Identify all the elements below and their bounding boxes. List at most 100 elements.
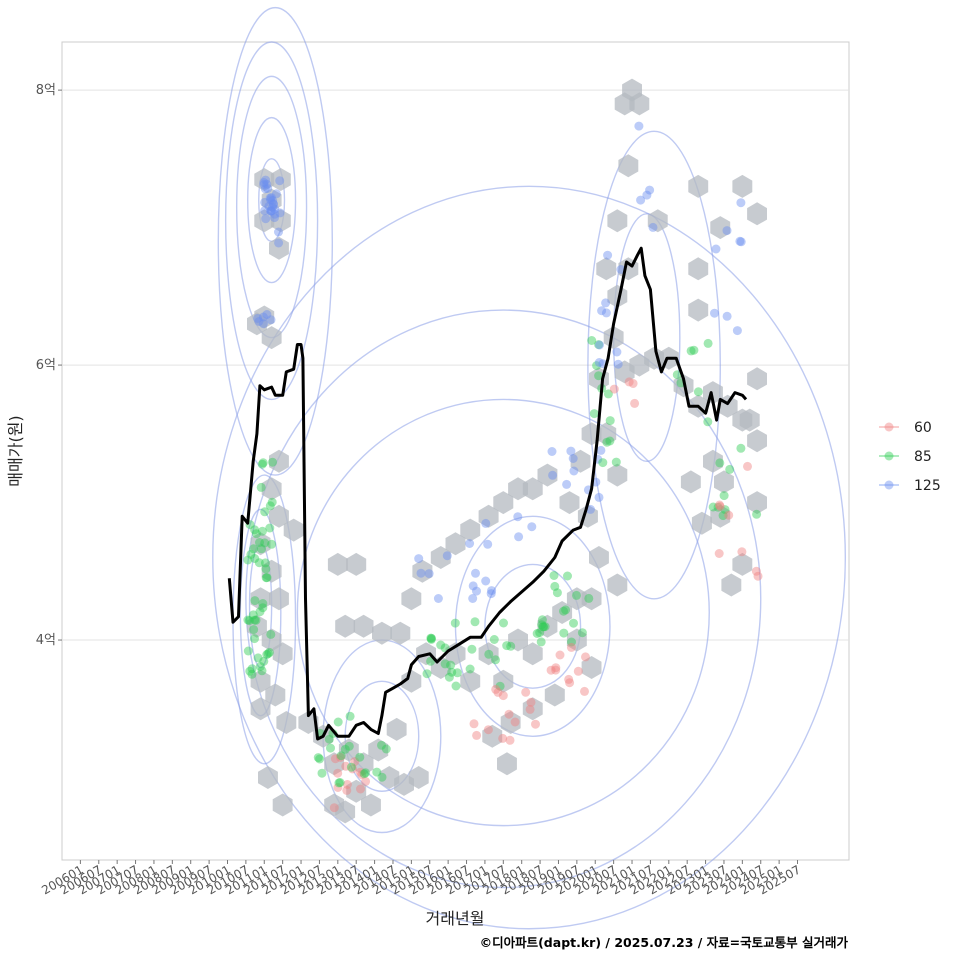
scatter-point	[442, 551, 452, 561]
scatter-point	[255, 662, 265, 671]
scatter-point	[736, 443, 746, 453]
scatter-point	[472, 730, 482, 740]
hexbin-cell	[254, 168, 275, 191]
hexbin-cell	[353, 752, 374, 776]
hexbin-cell	[269, 504, 289, 528]
scatter-point	[261, 573, 271, 583]
scatter-point	[414, 554, 424, 564]
scatter-point	[259, 178, 269, 187]
hexbin-cell	[710, 216, 731, 240]
hexbin-cell	[703, 381, 723, 405]
hexbin-cell	[335, 614, 356, 638]
scatter-point	[253, 653, 263, 663]
hexbin-cell	[386, 717, 407, 741]
scatter-point	[317, 768, 327, 778]
hexbin-cell	[680, 470, 701, 494]
scatter-point	[342, 785, 352, 795]
scatter-point	[483, 539, 493, 549]
scatter-point	[270, 213, 279, 223]
y-tick-label: 6억	[36, 358, 56, 373]
hexbin-cell	[353, 614, 374, 638]
scatter-point	[271, 189, 281, 199]
scatter-point	[735, 236, 745, 246]
scatter-point	[248, 610, 258, 620]
scatter-point	[260, 507, 270, 517]
scatter-point	[244, 616, 254, 626]
hexbin-cell	[361, 793, 381, 817]
scatter-point	[589, 409, 599, 419]
hexbin-cell	[508, 628, 528, 652]
hexbin-cell	[460, 669, 481, 693]
scatter-point	[249, 625, 259, 635]
scatter-point	[605, 436, 615, 446]
hexbin-cell	[346, 779, 367, 803]
scatter-point	[422, 669, 432, 679]
scatter-point	[255, 538, 264, 547]
scatter-point	[587, 336, 597, 345]
scatter-point	[648, 222, 658, 232]
scatter-point	[261, 564, 271, 574]
scatter-point	[275, 208, 285, 218]
scatter-point	[594, 340, 604, 350]
scatter-point	[594, 371, 604, 381]
scatter-point	[743, 461, 752, 471]
hexbin-cell	[537, 614, 558, 638]
density-contour	[247, 116, 297, 284]
y-axis-title: 매매가(원)	[6, 415, 25, 486]
hexbin-cell	[338, 738, 359, 762]
scatter-point	[315, 754, 325, 764]
scatter-point	[447, 667, 457, 677]
scatter-point	[568, 454, 578, 463]
scatter-point	[481, 576, 491, 586]
scatter-point	[634, 121, 644, 131]
scatter-point	[550, 581, 560, 591]
hexbin-cell	[688, 298, 709, 322]
scatter-point	[725, 464, 735, 474]
legend-key-point	[884, 480, 894, 490]
hexbin-cell	[570, 449, 591, 473]
scatter-point	[440, 659, 450, 669]
scatter-point	[313, 753, 323, 763]
scatter-point	[484, 649, 494, 659]
scatter-point	[613, 359, 623, 369]
scatter-point	[257, 459, 267, 469]
scatter-point	[580, 686, 589, 696]
scatter-point	[264, 201, 274, 211]
scatter-point	[266, 315, 276, 325]
hexbin-cell	[589, 546, 609, 569]
scatter-point	[737, 547, 747, 557]
scatter-point	[569, 466, 579, 476]
scatter-point	[595, 340, 604, 350]
scatter-point	[446, 660, 456, 670]
scatter-point	[531, 719, 540, 729]
scatter-point	[258, 599, 268, 608]
legend-key-point	[884, 422, 894, 432]
hexbin-cell	[747, 429, 767, 453]
scatter-point	[259, 180, 269, 189]
scatter-point	[357, 770, 367, 780]
scatter-point	[262, 650, 272, 659]
scatter-point	[424, 569, 434, 579]
hexbin-cell	[607, 284, 628, 308]
hexbin-cell	[493, 491, 514, 515]
scatter-point	[559, 628, 569, 638]
scatter-point	[243, 646, 253, 656]
scatter-point	[245, 666, 255, 676]
hexbin-cell	[607, 573, 628, 597]
scatter-point	[724, 510, 734, 520]
scatter-point	[451, 681, 461, 691]
scatter-point	[450, 618, 460, 628]
hexbin-cell	[261, 326, 282, 350]
scatter-point	[336, 751, 346, 761]
scatter-point	[596, 445, 606, 455]
scatter-point	[261, 175, 271, 185]
scatter-point	[525, 704, 535, 714]
scatter-point	[555, 650, 565, 660]
hexbin-cell	[247, 312, 267, 336]
scatter-point	[426, 634, 436, 644]
scatter-point	[581, 652, 590, 662]
scatter-point	[268, 196, 278, 206]
scatter-point	[751, 566, 761, 576]
scatter-point	[324, 734, 334, 744]
hexbin-cell	[581, 587, 602, 611]
